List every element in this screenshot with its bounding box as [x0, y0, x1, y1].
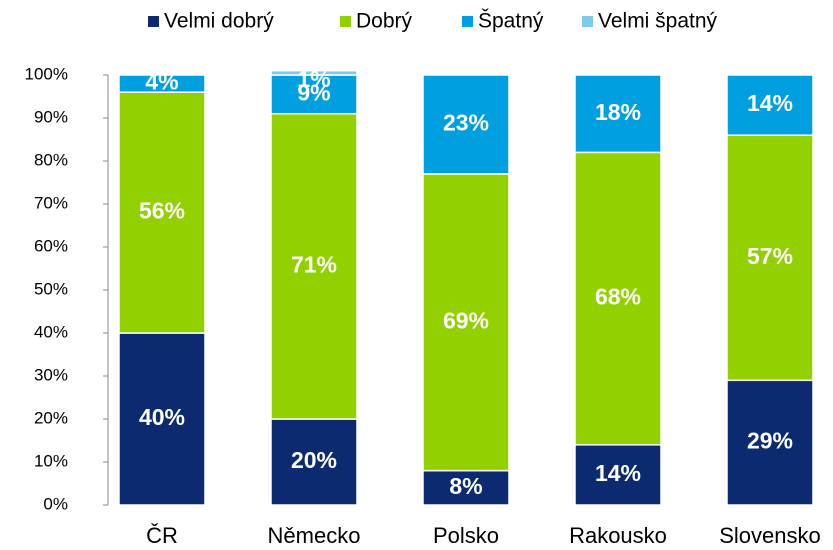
legend-label: Velmi dobrý	[164, 10, 274, 33]
bar-segment	[118, 332, 206, 506]
x-tick-label: ČR	[146, 523, 178, 548]
legend-marker	[340, 16, 351, 27]
legend-marker	[462, 16, 473, 27]
value-label: 20%	[291, 447, 337, 473]
y-tick-label: 80%	[34, 150, 68, 169]
bar-segment	[422, 74, 510, 175]
bar-segment	[574, 74, 662, 154]
bar-segment	[726, 74, 814, 136]
bar-segment	[270, 418, 358, 506]
x-tick-label: Německo	[268, 523, 361, 548]
y-tick-label: 30%	[34, 365, 68, 384]
y-tick-label: 60%	[34, 236, 68, 255]
bar-segment	[270, 74, 358, 115]
value-label: 23%	[443, 110, 489, 136]
value-label: 57%	[747, 243, 793, 269]
legend-marker	[148, 16, 159, 27]
legend-label: Dobrý	[356, 10, 413, 33]
legend-marker	[582, 16, 593, 27]
value-label: 14%	[595, 460, 641, 486]
value-label: 56%	[139, 198, 185, 224]
value-label: 18%	[595, 99, 641, 125]
y-tick-label: 70%	[34, 193, 68, 212]
y-tick-label: 40%	[34, 322, 68, 341]
bar-segment	[422, 173, 510, 472]
bar-segment	[726, 134, 814, 382]
bar-segment	[118, 74, 206, 93]
legend-label: Špatný	[478, 10, 544, 33]
value-label: 9%	[297, 79, 330, 105]
value-label: 8%	[449, 473, 482, 499]
value-label: 29%	[747, 428, 793, 454]
legend-label: Velmi špatný	[598, 10, 718, 33]
y-tick-label: 20%	[34, 408, 68, 427]
y-tick-label: 100%	[25, 64, 68, 83]
value-label: 14%	[747, 90, 793, 116]
x-tick-label: Slovensko	[719, 523, 821, 548]
bar-segment	[574, 444, 662, 506]
y-tick-label: 10%	[34, 451, 68, 470]
value-label: 1%	[297, 66, 330, 92]
bar-segment	[270, 112, 358, 420]
value-label: 40%	[139, 404, 185, 430]
value-label: 69%	[443, 307, 489, 333]
bar-segment	[574, 151, 662, 446]
x-tick-label: Rakousko	[569, 523, 667, 548]
y-tick-label: 0%	[43, 494, 68, 513]
y-tick-label: 90%	[34, 107, 68, 126]
y-tick-label: 50%	[34, 279, 68, 298]
x-tick-label: Polsko	[433, 523, 499, 548]
bar-segment	[270, 69, 358, 76]
value-label: 4%	[145, 69, 178, 95]
value-label: 71%	[291, 251, 337, 277]
value-label: 68%	[595, 284, 641, 310]
